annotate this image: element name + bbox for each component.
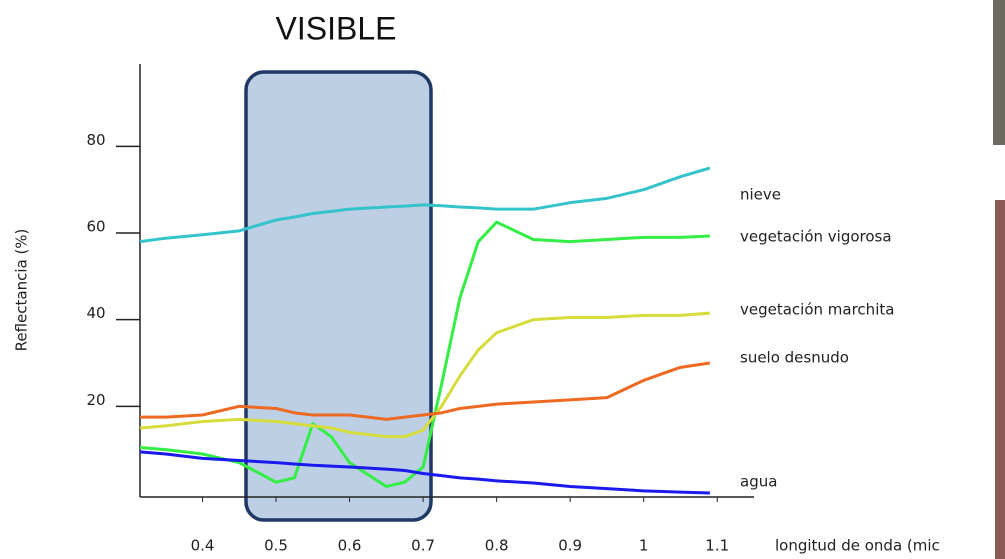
x-tick-label: 0.4	[191, 537, 215, 555]
y-tick-label: 20	[86, 391, 105, 409]
x-axis-label: longitud de onda (mic	[775, 537, 940, 555]
series-label: vegetación vigorosa	[740, 228, 892, 246]
photo-fragment	[995, 200, 1005, 559]
x-tick-label: 0.6	[338, 537, 362, 555]
x-tick-label: 1	[639, 537, 649, 555]
series-label: agua	[740, 473, 777, 491]
x-tick-label: 0.9	[558, 537, 582, 555]
visible-band	[246, 72, 431, 520]
x-tick-label: 0.5	[264, 537, 288, 555]
x-tick-label: 0.8	[485, 537, 509, 555]
series-label: vegetación marchita	[740, 301, 894, 319]
series-label: suelo desnudo	[740, 349, 849, 367]
y-axis-label: Reflectancia (%)	[13, 229, 31, 352]
photo-fragment	[993, 0, 1005, 145]
chart-title: VISIBLE	[276, 10, 397, 46]
y-tick-label: 40	[86, 304, 105, 322]
chart: VISIBLE Reflectancia (%) longitud de ond…	[0, 0, 1005, 559]
y-tick-label: 60	[86, 218, 105, 236]
x-tick-label: 0.7	[411, 537, 435, 555]
series-label: nieve	[740, 186, 781, 204]
x-tick-label: 1.1	[705, 537, 729, 555]
y-tick-label: 80	[86, 131, 105, 149]
